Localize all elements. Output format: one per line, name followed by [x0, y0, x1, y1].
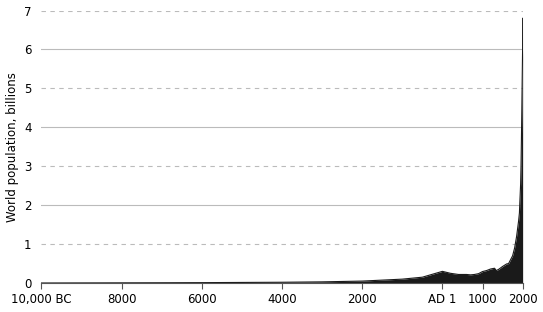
Y-axis label: World population, billions: World population, billions — [5, 72, 18, 222]
